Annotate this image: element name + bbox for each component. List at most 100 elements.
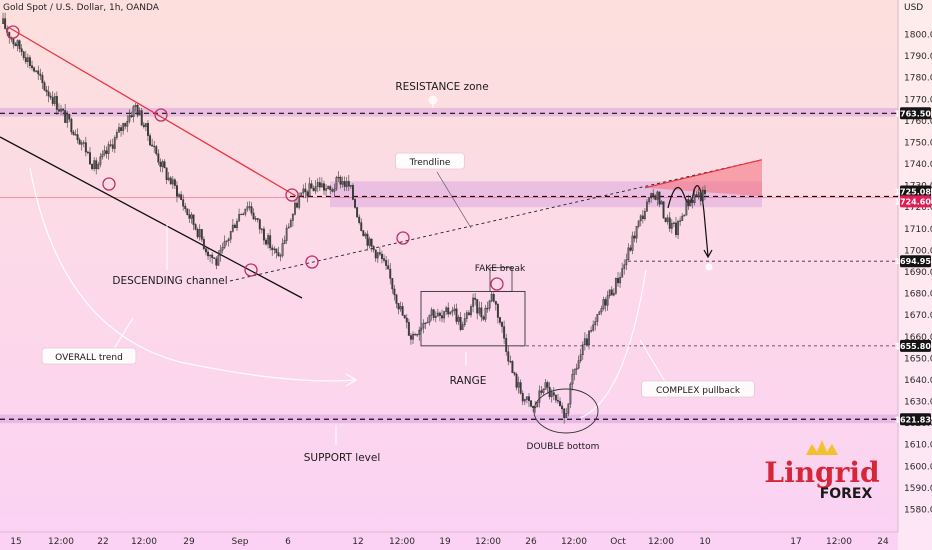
candle-body (430, 309, 433, 316)
descending-lower-trendline (0, 136, 303, 299)
candle-body (329, 186, 332, 190)
candle-body (380, 253, 383, 260)
y-tick-label: 1800.000 (904, 31, 932, 41)
candle-body (372, 246, 375, 251)
x-tick-label: 10 (699, 537, 711, 547)
candle-body (256, 218, 259, 220)
candle-body (95, 160, 98, 170)
candle-body (590, 330, 593, 332)
candle-body (656, 191, 659, 200)
candle-body (302, 188, 305, 194)
candle-body (486, 307, 489, 310)
candle-body (362, 230, 365, 237)
y-tick-label: 1610.000 (904, 441, 932, 451)
candle-body (610, 289, 613, 296)
x-tick-label: 12:00 (475, 537, 501, 547)
candle-body (298, 195, 301, 208)
candle-body (583, 338, 586, 346)
candle-body (41, 75, 44, 83)
resistance-zone-label: RESISTANCE zone (395, 81, 488, 93)
candle-body (97, 164, 100, 170)
candle-body (459, 317, 462, 330)
candle-body (161, 161, 164, 167)
candle-body (550, 392, 553, 398)
candle-body (515, 373, 518, 388)
candle-body (157, 153, 160, 163)
x-tick-label: 26 (525, 537, 537, 547)
candle-body (668, 217, 671, 229)
candle-body (654, 195, 657, 200)
price-level-value: 1655.800 (894, 342, 932, 351)
candle-body (204, 248, 207, 253)
candle-body (314, 186, 317, 192)
candle-body (238, 214, 241, 222)
candle-body (294, 202, 296, 215)
candle-body (648, 197, 651, 203)
candle-body (325, 188, 328, 191)
candle-body (186, 208, 189, 216)
candle-body (575, 367, 578, 370)
candle-body (289, 220, 292, 228)
range-label: RANGE (450, 375, 487, 387)
candle-body (635, 226, 638, 239)
x-tick-label: 17 (790, 537, 801, 547)
y-tick-label: 1580.000 (904, 506, 932, 516)
projection-target-dot (705, 263, 713, 271)
support-level-label: SUPPORT level (304, 452, 381, 464)
candle-body (643, 210, 646, 219)
y-tick-label: 1650.000 (904, 354, 932, 364)
candle-body (254, 218, 257, 220)
price-level-value: 1694.950 (894, 257, 932, 266)
candle-body (101, 153, 104, 158)
candle-body (213, 257, 216, 259)
candle-body (527, 396, 530, 401)
x-tick-label: Oct (610, 537, 626, 547)
candle-body (53, 96, 56, 104)
candle-body (511, 361, 514, 373)
candle-body (664, 217, 667, 222)
price-level-tag (900, 413, 931, 426)
candle-body (26, 57, 29, 62)
overall-trend-label: OVERALL trend (55, 353, 123, 363)
candle-body (339, 176, 342, 185)
candle-body (685, 199, 688, 216)
candle-body (637, 220, 640, 227)
candle-body (128, 115, 131, 122)
x-tick-label: 6 (285, 537, 291, 547)
candle-body (490, 293, 493, 302)
touch-point-circle (6, 25, 20, 39)
candle-body (422, 322, 425, 329)
candle-body (39, 73, 42, 76)
x-tick-label: 19 (439, 537, 451, 547)
candle-body (472, 297, 475, 307)
candle-body (438, 312, 441, 316)
candle-body (546, 382, 549, 388)
complex-pullback-label: COMPLEX pullback (656, 386, 741, 396)
candle-body (99, 156, 102, 165)
candle-body (588, 330, 590, 346)
candle-body (573, 369, 576, 375)
candle-body (434, 315, 437, 318)
candle-body (387, 265, 390, 270)
candle-body (155, 146, 158, 155)
x-tick-label: 12:00 (826, 537, 852, 547)
candle-body (217, 255, 220, 266)
candle-body (345, 181, 348, 187)
touch-point-circle (154, 108, 168, 122)
x-tick-label: 12:00 (389, 537, 415, 547)
candle-body (646, 201, 648, 212)
candle-body (594, 321, 597, 326)
candle-body (51, 97, 54, 104)
candle-body (418, 329, 421, 336)
candle-body (447, 307, 450, 315)
candle-body (49, 95, 52, 98)
candle-body (163, 161, 166, 169)
candle-body (436, 312, 439, 317)
candle-body (142, 124, 145, 127)
x-tick-label: 22 (97, 537, 108, 547)
candle-body (225, 240, 228, 242)
candle-body (536, 402, 539, 408)
candle-body (414, 334, 417, 336)
